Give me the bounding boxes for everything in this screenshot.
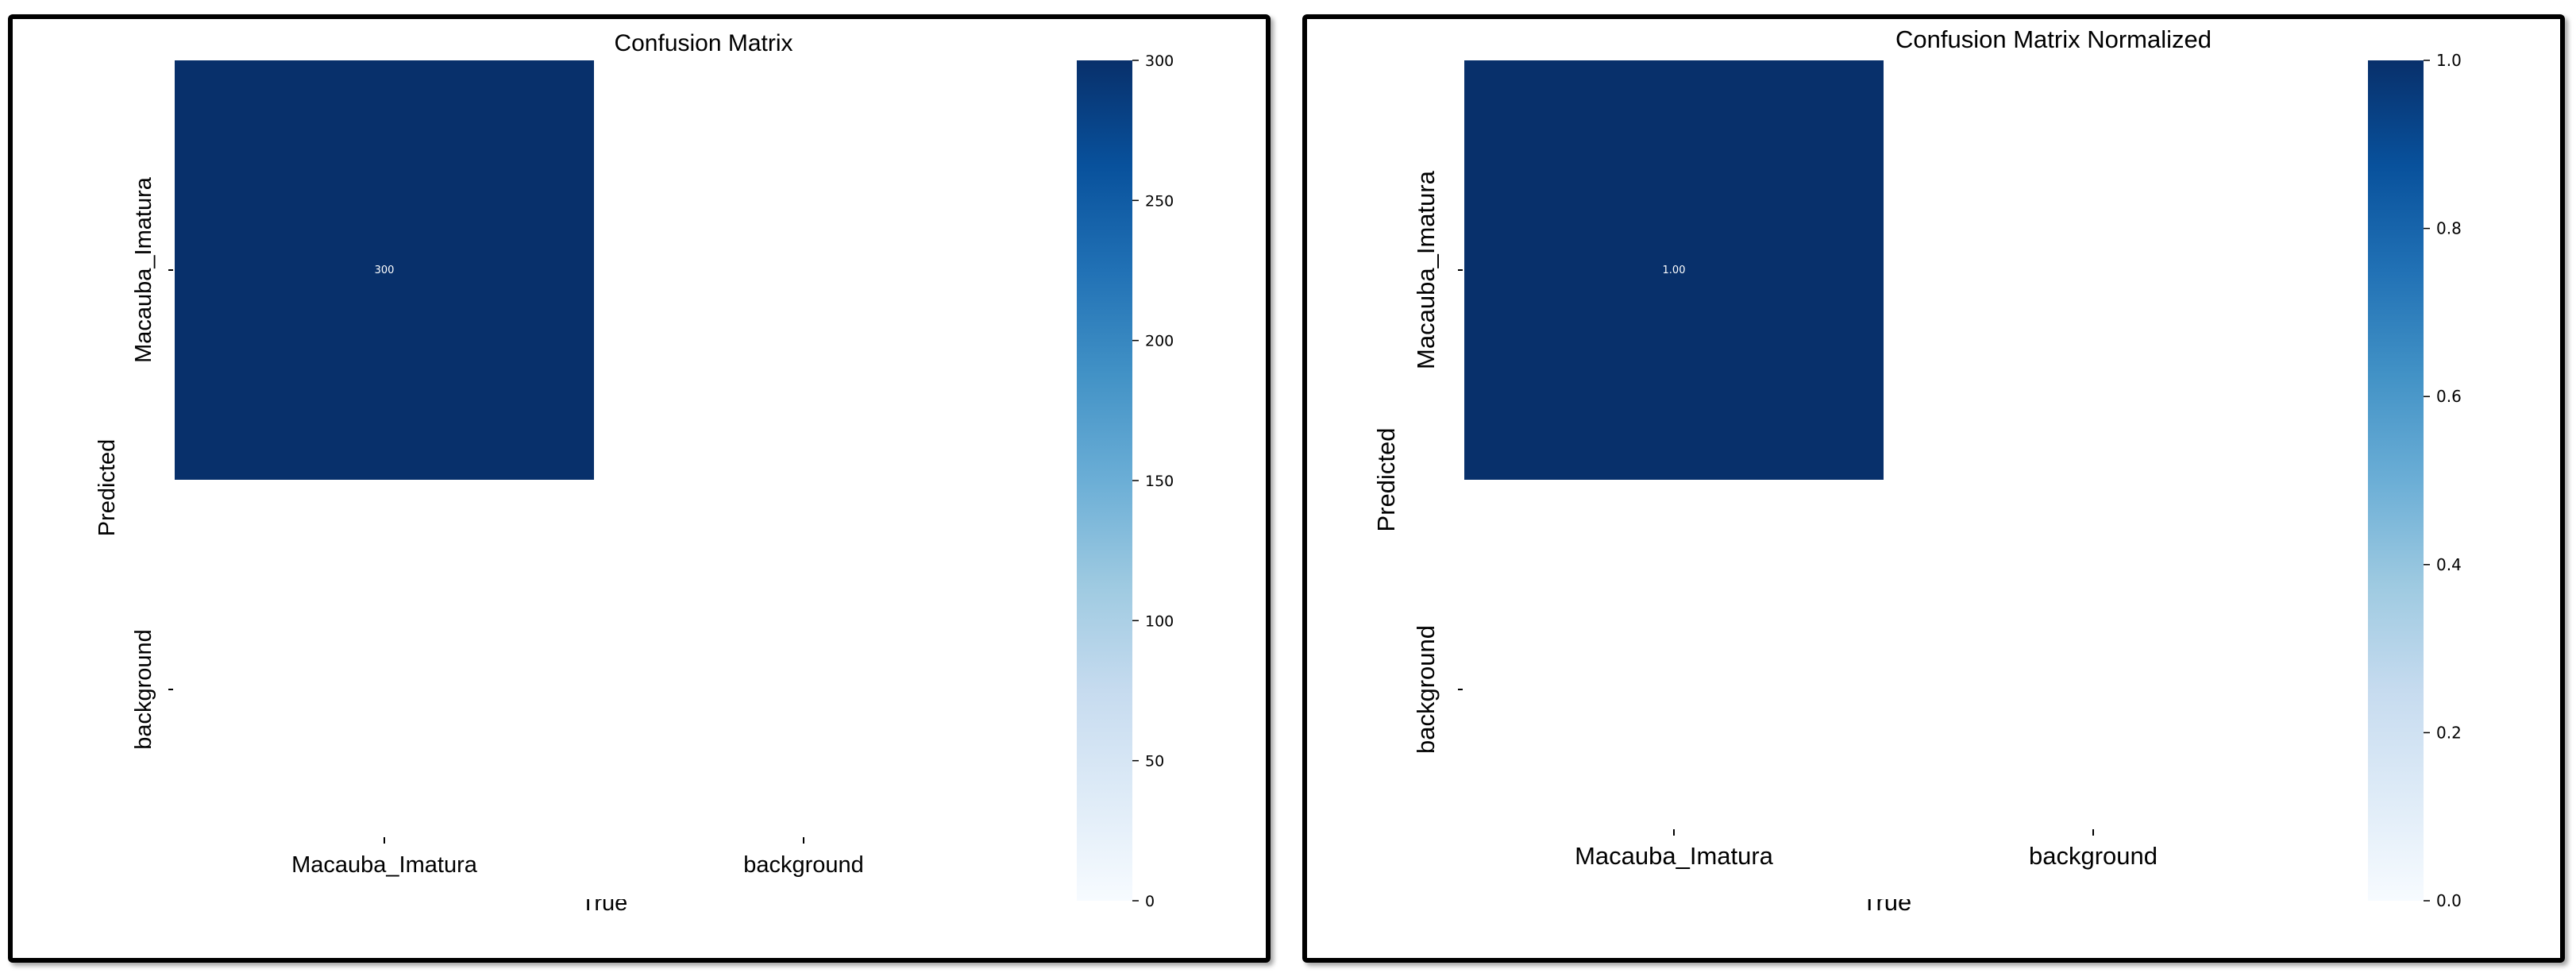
colorbar-tick-label: 0.8 [2436, 219, 2462, 238]
confusion-matrix-normalized-chart: Confusion Matrix Normalized True Predict… [1372, 25, 2462, 916]
colorbar-tick-label: 150 [1145, 473, 1174, 490]
colorbar-tick-label: 0 [1145, 893, 1155, 910]
y-axis-label: Predicted [94, 439, 120, 537]
heatmap-cell [1884, 60, 2303, 480]
colorbar-tick-label: 1.0 [2436, 51, 2462, 70]
y-tick-labels: Macauba_Imatura background [1412, 170, 1463, 754]
confusion-matrix-panel: Confusion Matrix True Predicted 300 Maca… [8, 14, 1271, 963]
colorbar-tick-label: 50 [1145, 753, 1164, 770]
y-tick-label: Macauba_Imatura [1412, 170, 1440, 369]
colorbar-gradient [2368, 60, 2424, 901]
colorbar-tick-label: 250 [1145, 192, 1174, 210]
heatmap-cell [594, 60, 1013, 480]
cell-value-label: 300 [375, 265, 395, 276]
heatmap-cells: 300 [175, 60, 1013, 899]
colorbar: 0 50 100 150 200 250 300 [1077, 52, 1174, 910]
colorbar-tick-label: 0.4 [2436, 555, 2462, 574]
colorbar-tick-label: 100 [1145, 612, 1174, 630]
heatmap-cells: 1.00 [1464, 60, 2303, 899]
confusion-matrix-chart: Confusion Matrix True Predicted 300 Maca… [94, 30, 1174, 916]
colorbar: 0.0 0.2 0.4 0.6 0.8 1.0 [2368, 51, 2462, 910]
colorbar-tick-label: 300 [1145, 52, 1174, 70]
colorbar-tick-label: 0.6 [2436, 387, 2462, 406]
x-tick-label: Macauba_Imatura [1575, 842, 1774, 870]
colorbar-tick-label: 0.0 [2436, 891, 2462, 910]
heatmap-cell [1464, 480, 1884, 899]
colorbar-gradient [1077, 60, 1132, 901]
chart-title: Confusion Matrix Normalized [1895, 25, 2212, 53]
confusion-matrix-normalized-panel: Confusion Matrix Normalized True Predict… [1302, 14, 2565, 963]
heatmap-cell [175, 60, 594, 480]
heatmap-cell [594, 480, 1013, 899]
y-tick-label: background [1412, 625, 1440, 754]
chart-title: Confusion Matrix [614, 30, 792, 56]
heatmap-cell [1884, 480, 2303, 899]
cell-value-label: 1.00 [1663, 265, 1686, 276]
y-tick-label: background [131, 629, 156, 750]
heatmap-cell [1464, 60, 1884, 480]
heatmap-cell [175, 480, 594, 899]
x-tick-labels: Macauba_Imatura background [291, 837, 864, 878]
y-axis-label: Predicted [1372, 428, 1400, 532]
x-tick-label: Macauba_Imatura [291, 852, 478, 878]
colorbar-tick-label: 200 [1145, 333, 1174, 350]
x-tick-label: background [743, 852, 864, 878]
y-tick-labels: Macauba_Imatura background [131, 176, 173, 750]
x-tick-labels: Macauba_Imatura background [1575, 829, 2158, 870]
x-tick-label: background [2029, 842, 2158, 870]
colorbar-tick-label: 0.2 [2436, 723, 2462, 742]
y-tick-label: Macauba_Imatura [131, 176, 156, 363]
